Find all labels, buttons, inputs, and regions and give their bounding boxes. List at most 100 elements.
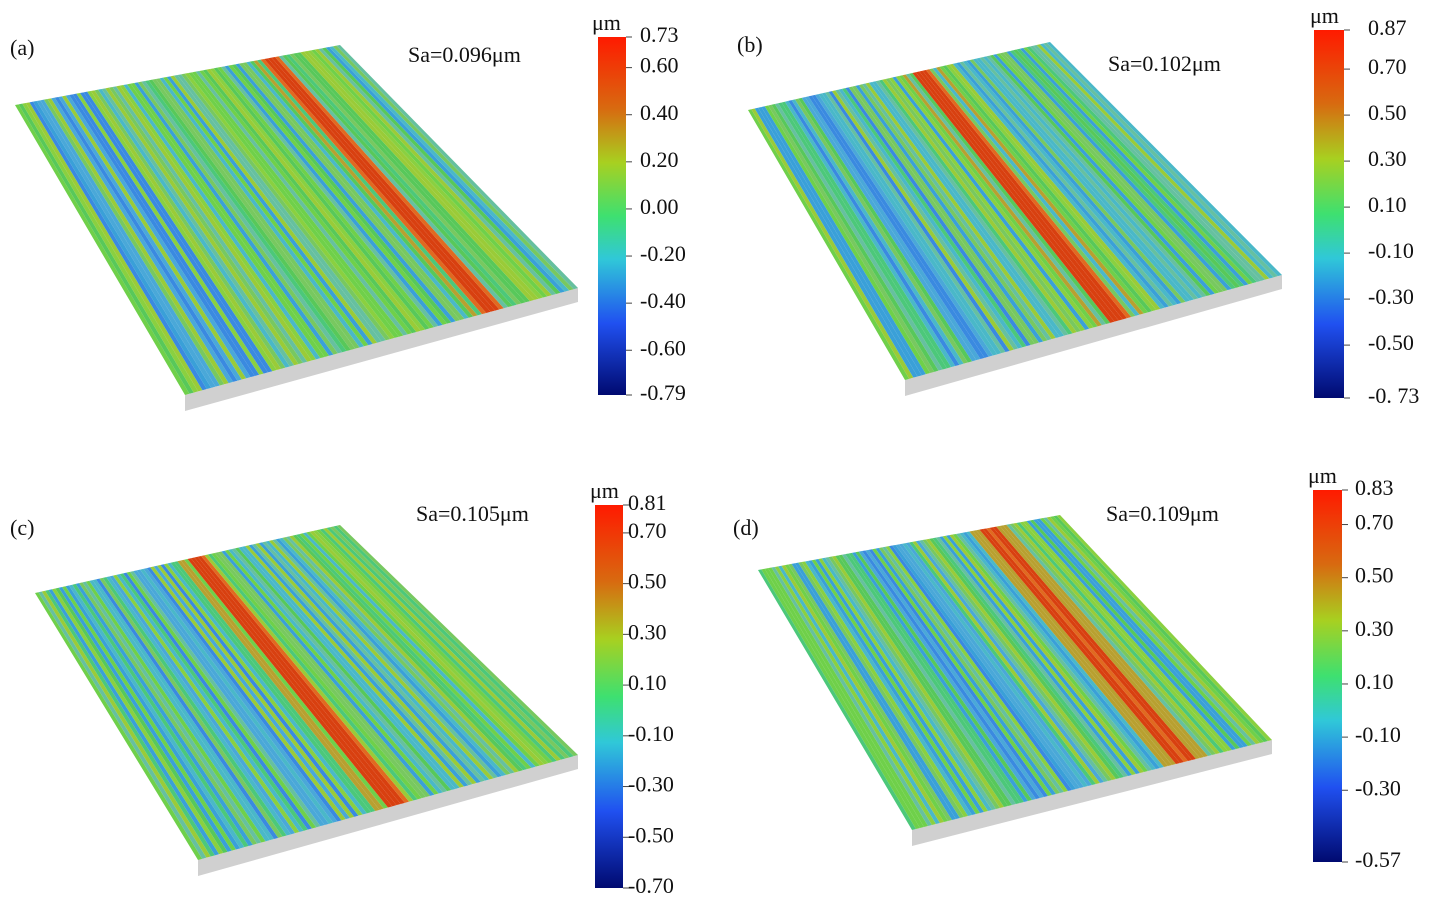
surface-stripe bbox=[318, 48, 557, 296]
surface-stripe bbox=[253, 60, 478, 317]
surface-stripe bbox=[828, 91, 1010, 352]
surface-stripe bbox=[206, 69, 421, 332]
surface-stripe bbox=[309, 531, 545, 766]
surface-stripe bbox=[241, 546, 460, 789]
surface-stripe bbox=[798, 562, 964, 818]
surface-stripe bbox=[838, 554, 1012, 806]
surface-stripe bbox=[299, 533, 532, 769]
surface-stripe bbox=[835, 555, 1008, 807]
surface-stripe bbox=[835, 89, 1019, 350]
surface-stripe bbox=[1016, 522, 1224, 753]
surface-stripe bbox=[90, 90, 282, 371]
surface-stripe bbox=[58, 586, 232, 852]
colorbar-tick-label: -0.40 bbox=[640, 288, 686, 313]
surface-stripe bbox=[258, 542, 481, 783]
colorbar-tick-label: 0.30 bbox=[1355, 616, 1394, 641]
surface-stripe bbox=[321, 47, 561, 294]
surface-stripe bbox=[811, 559, 980, 814]
surface-stripe bbox=[293, 53, 526, 304]
surface-stripe bbox=[888, 77, 1086, 331]
surface-stripe bbox=[808, 560, 976, 815]
surface-stripe bbox=[932, 537, 1124, 778]
surface-stripe bbox=[949, 534, 1144, 773]
surface-stripe bbox=[939, 66, 1148, 314]
surface-stripe bbox=[238, 63, 461, 322]
surface-stripe bbox=[224, 65, 443, 327]
surface-stripe bbox=[197, 555, 405, 804]
surface-stripe bbox=[231, 548, 448, 793]
panel-label: (c) bbox=[10, 515, 34, 540]
colorbar-tick-label: -0.60 bbox=[640, 335, 686, 360]
surface-stripe bbox=[96, 578, 279, 839]
surface-stripe bbox=[191, 71, 404, 337]
surface-stripe bbox=[982, 56, 1203, 299]
roughness-label: Sa=0.105μm bbox=[416, 501, 529, 526]
surface-stripe bbox=[1019, 521, 1228, 752]
colorbar-tick-label: 0.40 bbox=[640, 100, 679, 125]
surface-stripe bbox=[150, 566, 346, 821]
surface-stripe bbox=[300, 51, 535, 302]
panel-label: (a) bbox=[10, 35, 34, 60]
surface-stripe bbox=[868, 549, 1048, 797]
colorbar-tick-label: -0.79 bbox=[640, 380, 686, 405]
surface-stripe bbox=[260, 59, 487, 315]
surface-stripe bbox=[962, 60, 1178, 306]
surface-stripe bbox=[210, 68, 426, 331]
surface-stripe bbox=[925, 538, 1116, 780]
surface-stripe bbox=[1036, 44, 1270, 280]
surface-stripe bbox=[130, 83, 330, 357]
surface-stripe bbox=[112, 574, 300, 834]
surface-stripe bbox=[101, 88, 295, 367]
surface-stripe bbox=[986, 55, 1207, 298]
surface-stripe bbox=[855, 551, 1032, 801]
surface-stripe bbox=[282, 55, 513, 308]
surface-stripe bbox=[761, 106, 926, 376]
surface-stripe bbox=[979, 529, 1180, 764]
colorbar-unit: μm bbox=[592, 10, 621, 35]
surface-stripe bbox=[329, 46, 570, 292]
colorbar-tick-label: 0.30 bbox=[628, 619, 667, 644]
surface-stripe bbox=[177, 560, 380, 811]
surface-stripe bbox=[255, 543, 477, 785]
surface-stripe bbox=[333, 525, 574, 758]
surface-stripe bbox=[109, 575, 296, 835]
surface-stripe bbox=[1039, 43, 1274, 279]
surface-stripe bbox=[329, 526, 570, 759]
surface-stripe bbox=[201, 555, 410, 803]
colorbar-tick-label: -0.10 bbox=[1355, 722, 1401, 747]
surface-stripe bbox=[845, 553, 1020, 804]
surface-stripe bbox=[1023, 47, 1253, 285]
panel-label: (b) bbox=[737, 32, 763, 57]
colorbar-tick-label: 0.50 bbox=[1355, 563, 1394, 588]
colorbar-tick-label: -0.30 bbox=[628, 772, 674, 797]
surface-stripe bbox=[748, 109, 910, 380]
colorbar-tick-label: 0.00 bbox=[640, 194, 679, 219]
surface-stripe bbox=[170, 562, 372, 814]
surface-stripe bbox=[919, 70, 1123, 321]
surface-stripe bbox=[1046, 516, 1260, 744]
surface-stripe bbox=[912, 541, 1100, 784]
surface-stripe bbox=[65, 95, 251, 379]
surface-stripe bbox=[1016, 48, 1245, 287]
surface-stripe bbox=[275, 56, 504, 310]
colorbar-tick-label: 0.10 bbox=[1355, 669, 1394, 694]
surface-stripe bbox=[1039, 518, 1252, 746]
surface-stripe bbox=[36, 100, 216, 388]
surface-stripe bbox=[764, 568, 924, 828]
surface-stripe bbox=[194, 556, 401, 806]
surface-stripe bbox=[932, 67, 1140, 316]
surface-stripe bbox=[85, 580, 266, 843]
surface-stripe bbox=[126, 83, 325, 359]
surface-stripe bbox=[966, 60, 1182, 305]
surface-stripe bbox=[982, 528, 1184, 763]
surface-stripe bbox=[184, 73, 395, 340]
surface-stripe bbox=[838, 88, 1023, 349]
surface-stripe bbox=[925, 69, 1132, 319]
surface-stripe bbox=[972, 530, 1172, 766]
surface-stripe bbox=[22, 103, 199, 393]
surface-stripe bbox=[845, 87, 1031, 347]
surface-stripe bbox=[99, 577, 283, 838]
surface-stripe bbox=[35, 592, 203, 860]
colorbar-tick-label: -0.50 bbox=[628, 822, 674, 847]
surface-stripe bbox=[33, 101, 212, 390]
